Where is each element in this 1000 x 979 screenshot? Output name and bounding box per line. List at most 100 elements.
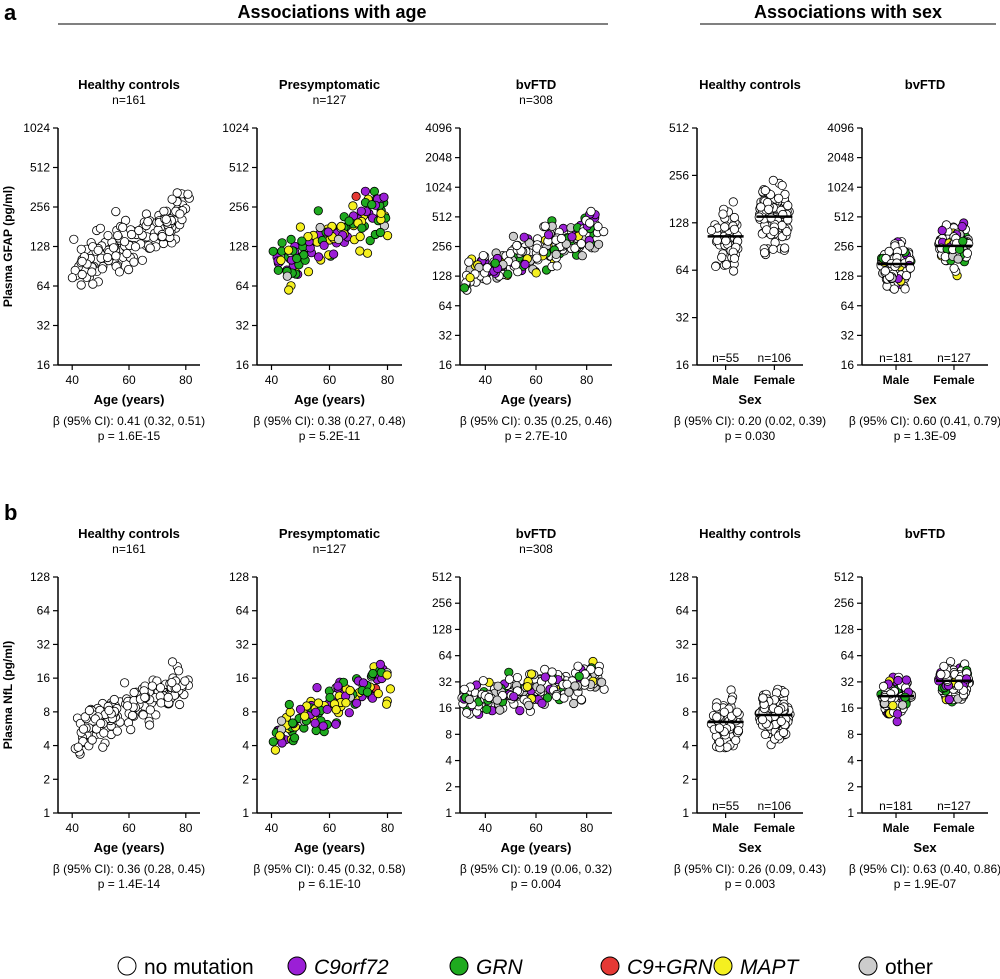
data-point (362, 248, 373, 258)
data-point (937, 225, 947, 236)
y-tick-label: 64 (439, 299, 453, 313)
stats-p: p = 0.004 (511, 877, 562, 891)
data-point (569, 698, 579, 709)
data-point (312, 682, 322, 693)
data-point (773, 705, 784, 716)
data-point (331, 719, 341, 729)
data-point (77, 256, 87, 266)
data-point (520, 259, 530, 269)
data-point (112, 726, 122, 736)
data-point (127, 710, 138, 721)
y-tick-label: 4 (43, 739, 50, 753)
legend-label: other (885, 956, 933, 979)
data-point (336, 221, 346, 231)
data-point (532, 253, 542, 263)
legend-swatch (449, 956, 469, 976)
y-tick-label: 32 (439, 328, 453, 342)
y-tick-label: 64 (676, 604, 690, 618)
data-point (300, 711, 310, 721)
data-point (782, 227, 792, 237)
x-axis-label: Age (years) (94, 840, 165, 855)
y-tick-label: 256 (229, 200, 249, 214)
data-point (143, 217, 153, 227)
y-tick-label: 16 (439, 358, 453, 372)
data-point (958, 236, 968, 246)
data-point (163, 692, 173, 703)
stats-beta: β (95% CI): 0.36 (0.28, 0.45) (53, 862, 205, 876)
data-point (87, 267, 97, 277)
data-point (276, 716, 287, 726)
data-point (167, 677, 177, 688)
data-point (570, 681, 580, 691)
data-point (310, 718, 320, 728)
data-point (76, 280, 86, 290)
chart-subtitle: n=308 (519, 542, 553, 556)
data-point (538, 247, 549, 257)
data-point (503, 269, 513, 279)
data-point (303, 267, 314, 277)
data-point (88, 279, 98, 289)
data-point (134, 225, 144, 236)
data-point (729, 253, 740, 263)
chart-panel-b5: bvFTD 1 2 4 8 16 32 64 128 256 512 Male n=181 Female n… (834, 526, 1000, 891)
data-point (758, 693, 768, 703)
y-tick-label: 64 (439, 649, 453, 663)
y-tick-label: 256 (669, 168, 689, 182)
data-point (759, 248, 770, 258)
data-point (484, 692, 494, 703)
data-point (362, 687, 372, 697)
data-point (379, 192, 389, 202)
panel-label-a: a (4, 0, 17, 25)
x-category-label: Male (712, 373, 739, 387)
data-point (140, 692, 150, 703)
data-point (109, 694, 119, 705)
y-tick-label: 4 (242, 739, 249, 753)
data-point (174, 666, 184, 676)
data-point (273, 265, 283, 275)
data-point (490, 258, 500, 268)
data-point (111, 207, 121, 217)
y-tick-label: 16 (841, 701, 855, 715)
chart-title: Presymptomatic (279, 526, 380, 541)
y-axis-label: Plasma NfL (pg/ml) (1, 641, 15, 749)
data-point (728, 197, 738, 207)
data-point (268, 246, 278, 256)
data-point (67, 273, 78, 283)
legend-swatch (600, 956, 620, 976)
y-tick-label: 128 (432, 269, 452, 283)
chart-subtitle: n=308 (519, 93, 553, 107)
y-tick-label: 2048 (425, 151, 452, 165)
data-point (522, 682, 533, 692)
y-tick-label: 1 (445, 806, 452, 820)
data-point (570, 243, 580, 253)
data-point (297, 236, 307, 246)
data-point (87, 735, 97, 745)
data-point (756, 202, 766, 212)
data-point (543, 230, 554, 240)
y-tick-label: 32 (236, 637, 250, 651)
data-point (180, 676, 190, 686)
data-point (275, 731, 285, 741)
y-tick-label: 64 (676, 263, 690, 277)
data-point (462, 708, 472, 718)
data-point (892, 709, 903, 719)
data-point (285, 707, 295, 717)
y-tick-label: 256 (432, 240, 452, 254)
data-point (375, 659, 385, 670)
data-point (711, 261, 721, 271)
data-point (319, 240, 329, 250)
data-point (953, 254, 963, 264)
data-point (323, 227, 333, 237)
data-point (547, 667, 557, 677)
group-count-label: n=106 (758, 351, 792, 365)
data-point (113, 231, 123, 241)
x-axis-label: Age (years) (294, 392, 365, 407)
data-point (333, 681, 343, 691)
data-point (295, 222, 305, 232)
data-point (954, 681, 964, 691)
group-count-label: n=127 (937, 351, 971, 365)
data-point (355, 246, 365, 256)
